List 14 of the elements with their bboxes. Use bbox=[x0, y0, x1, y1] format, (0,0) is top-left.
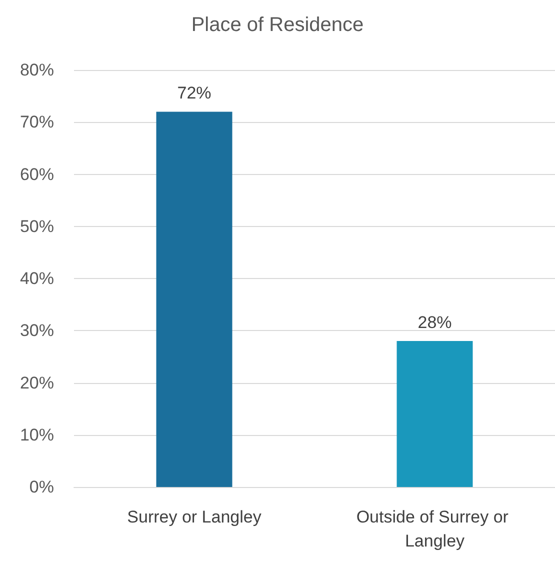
data-label: 72% bbox=[177, 84, 212, 103]
x-tick-label: Surrey or Langley bbox=[127, 508, 262, 526]
y-tick-label: 50% bbox=[20, 216, 54, 236]
y-tick-label: 30% bbox=[20, 321, 54, 340]
y-tick-label: 10% bbox=[20, 425, 54, 444]
y-tick-label: 0% bbox=[29, 478, 54, 496]
data-label: 28% bbox=[418, 313, 452, 332]
y-tick-label: 70% bbox=[20, 112, 54, 132]
x-tick-label: Outside of Surrey or Langley bbox=[356, 508, 514, 550]
y-tick-label: 40% bbox=[20, 269, 54, 288]
y-tick-label: 60% bbox=[20, 164, 54, 184]
y-tick-label: 20% bbox=[20, 373, 54, 392]
chart-title: Place of Residence bbox=[191, 14, 364, 36]
y-tick-label: 80% bbox=[20, 60, 54, 80]
